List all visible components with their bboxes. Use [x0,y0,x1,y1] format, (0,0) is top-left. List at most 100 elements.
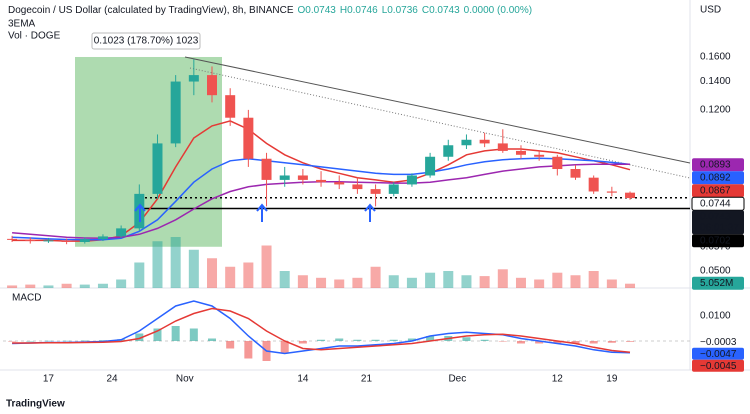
candle-body [497,143,508,151]
volume-bar [625,283,636,288]
measure-label: 0.1023 (178.70%) 1023 [94,36,199,47]
volume-bar [316,277,327,288]
measure-box [75,56,222,247]
legend-value: C0.0743 [422,5,460,16]
plot: 0.1023 (178.70%) 1023 0.1600 0.1400 0.1200 0… [3,32,745,385]
candle-body [588,177,599,192]
price-tag-label: 0.0743 [700,211,731,222]
volume-tag [692,276,744,290]
y-tick-label: 0.1600 [700,52,731,63]
volume-bar [225,266,236,288]
x-tick-label: 12 [552,374,564,385]
arrow [256,203,268,222]
macd-tag-label: −0.0003 [700,337,737,348]
arrows [134,203,376,222]
histogram-bar [480,339,489,341]
candle-body [79,239,90,242]
candle-body [188,75,199,82]
x-tick-label: 21 [361,374,373,385]
candle-body [97,236,108,240]
trend-line [189,67,691,179]
volume-bar [406,277,417,288]
histogram-bar [244,341,253,359]
volume-bar [388,275,399,288]
candle-body [479,139,490,144]
volume-bar [243,262,254,288]
volume-bar [116,279,127,288]
histogram-bar [589,341,598,344]
macd-tag-label: −0.0045 [700,361,737,372]
macd-line [12,300,631,355]
volume-bar [7,285,18,288]
volume-bar [352,277,363,288]
legend-value: 0.0000 (0.00%) [464,5,532,16]
price-tag [692,184,744,198]
volume-bar [79,284,90,288]
volume-bar [334,279,345,288]
candle-body [443,145,454,157]
candle-body [225,95,236,118]
x-tick-label: 17 [43,374,55,385]
histogram-bar [462,337,471,341]
histogram-bar [62,340,71,342]
countdown: 06:01:37 [700,222,739,233]
volume-label: Vol · DOGE [8,31,61,42]
volume-bar [479,276,490,288]
volume-bar [188,249,199,288]
histogram-bar [498,341,507,342]
candle-body [606,191,617,193]
histogram-bar [317,339,326,341]
macd-line [12,307,631,354]
histogram-bar [535,341,544,344]
price-tag-label: 0.0892 [700,172,731,183]
y-tick-label: 0.0100 [700,311,731,322]
header: Dogecoin / US Dollar (calculated by Trad… [8,5,532,16]
histogram-bar [571,341,580,344]
candle-body [625,192,636,199]
volume-bar [370,266,381,288]
measure-label-bg [91,32,201,50]
candle-body [370,189,381,194]
histogram-bar [135,333,144,341]
x-tick-label: 14 [297,374,309,385]
legend-value: O0.0743 [298,5,337,16]
volume-bar [443,271,454,288]
arrow [364,203,376,222]
candle-body [61,240,72,242]
volume-bar [134,262,145,288]
candle-body [406,175,417,185]
macd-tag [692,359,744,372]
volume-bar [43,285,54,288]
histogram-bar [626,341,635,342]
x-tick-label: 24 [106,374,118,385]
volume-bar [461,275,472,288]
candle-body [261,158,272,180]
y-tick-label: 0.1400 [700,76,731,87]
volume-bar [207,258,218,288]
histogram-bar [553,341,562,344]
y-tick-label: 0.1200 [700,105,731,116]
volume-bar [152,241,163,288]
x-tick-label: 19 [606,374,618,385]
y-tick-label: 0.0500 [700,266,731,277]
macd-tag-label: −0.0047 [700,349,737,360]
volume-bar [170,237,181,288]
histogram-bar [335,338,344,341]
histogram-bar [426,336,435,341]
volume-bar [515,277,526,288]
candle-body [152,143,163,194]
candle-body [570,169,581,178]
chart-title: Dogecoin / US Dollar (calculated by Trad… [8,5,294,16]
candle-body [207,75,218,96]
histogram-bar [407,338,416,341]
volume-bar [534,279,545,288]
volume-bar [425,272,436,288]
macd-label: MACD [12,293,41,304]
histogram-bar [8,341,17,342]
candle-body [25,239,36,242]
x-tick-label: Nov [176,374,194,385]
candle-body [534,154,545,157]
volume-tag-label: 5.052M [700,278,733,289]
histogram-bar [298,341,307,344]
